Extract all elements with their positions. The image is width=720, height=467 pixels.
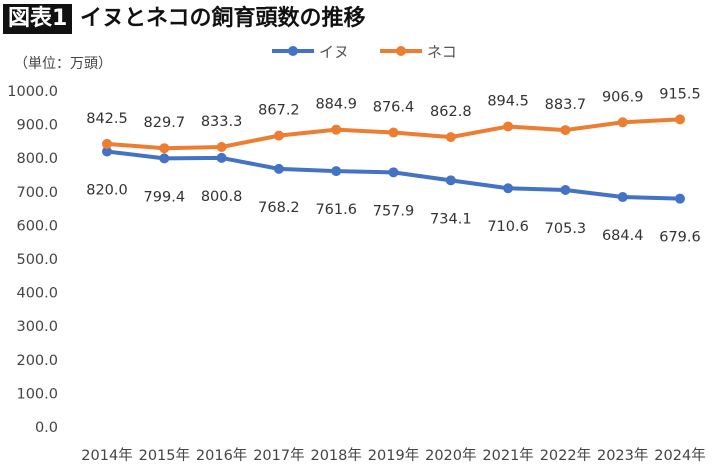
data-point: [445, 132, 456, 143]
data-point: [273, 163, 284, 174]
data-point: [617, 117, 628, 128]
data-point: [388, 127, 399, 138]
x-tick-label: 2021年: [482, 447, 533, 464]
legend-label: イヌ: [319, 43, 349, 61]
data-point: [560, 185, 571, 196]
data-point: [445, 175, 456, 186]
x-tick-label: 2023年: [597, 447, 648, 464]
data-point: [273, 130, 284, 141]
data-label: 684.4: [602, 228, 644, 244]
data-label: 915.5: [659, 86, 701, 102]
y-tick-label: 600.0: [16, 218, 58, 234]
legend-marker-0: [288, 46, 298, 56]
x-tick-label: 2022年: [540, 447, 591, 464]
data-point: [388, 167, 399, 178]
data-point: [102, 146, 112, 157]
data-point: [159, 153, 170, 164]
data-label: 757.9: [373, 203, 415, 219]
y-tick-label: 100.0: [16, 386, 58, 402]
data-label: 710.6: [487, 219, 529, 235]
figure-label: 図表1: [3, 4, 73, 34]
y-tick-label: 200.0: [16, 353, 58, 369]
data-label: 862.8: [430, 104, 472, 120]
y-tick-label: 1000.0: [7, 84, 58, 100]
y-tick-label: 500.0: [16, 252, 58, 268]
x-tick-label: 2015年: [139, 447, 190, 464]
x-tick-label: 2018年: [310, 447, 361, 464]
data-point: [331, 166, 342, 177]
x-tick-label: 2020年: [425, 447, 476, 464]
x-tick-label: 2019年: [368, 447, 419, 464]
x-tick-label: 2014年: [81, 447, 132, 464]
data-point: [331, 124, 342, 135]
data-label: 829.7: [144, 115, 186, 131]
data-point: [102, 138, 112, 149]
y-tick-label: 0.0: [35, 420, 58, 436]
data-point: [503, 121, 514, 132]
data-point: [617, 192, 628, 203]
data-point: [503, 183, 514, 194]
data-label: 761.6: [315, 202, 357, 218]
data-label: 800.8: [201, 189, 243, 205]
data-label: 799.4: [144, 189, 186, 205]
data-label: 884.9: [315, 97, 357, 113]
y-tick-label: 400.0: [16, 286, 58, 302]
data-label: 876.4: [373, 100, 415, 116]
x-tick-label: 2017年: [253, 447, 304, 464]
unit-label: （単位：万頭）: [14, 56, 112, 72]
x-tick-label: 2024年: [654, 447, 705, 464]
data-label: 705.3: [545, 221, 587, 237]
data-label: 906.9: [602, 89, 644, 105]
data-point: [216, 142, 227, 153]
y-tick-label: 800.0: [16, 151, 58, 167]
data-point: [216, 152, 227, 163]
data-point: [675, 114, 685, 125]
data-label: 820.0: [86, 182, 128, 198]
y-tick-label: 300.0: [16, 319, 58, 335]
y-tick-label: 900.0: [16, 118, 58, 134]
data-label: 867.2: [258, 103, 300, 119]
data-point: [159, 143, 170, 154]
data-label: 679.6: [659, 230, 701, 246]
data-label: 883.7: [545, 97, 587, 113]
data-point: [560, 125, 571, 136]
data-label: 833.3: [201, 114, 243, 130]
data-label: 768.2: [258, 200, 300, 216]
data-label: 894.5: [487, 93, 529, 109]
data-label: 734.1: [430, 211, 472, 227]
data-point: [675, 193, 685, 204]
data-label: 842.5: [86, 111, 128, 127]
y-tick-label: 700.0: [16, 185, 58, 201]
legend-label: ネコ: [427, 43, 457, 61]
x-tick-label: 2016年: [196, 447, 247, 464]
chart-title: イヌとネコの飼育頭数の推移: [80, 6, 366, 31]
legend-marker-1: [396, 46, 406, 56]
